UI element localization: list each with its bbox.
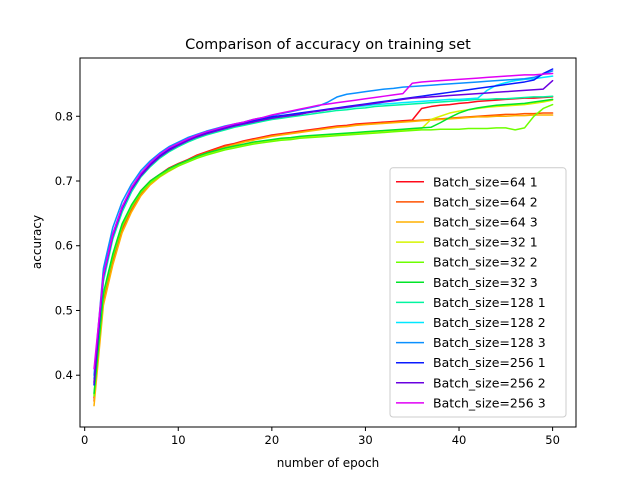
x-tick-label: 20 [265,433,280,447]
legend-label: Batch_size=256 1 [433,355,546,370]
x-tick-label: 0 [81,433,88,447]
legend-label: Batch_size=64 1 [433,174,538,189]
series-lines [93,68,554,407]
y-axis-label: accuracy [30,215,44,269]
legend-label: Batch_size=128 3 [433,335,546,350]
legend-label: Batch_size=32 1 [433,235,538,250]
series-line-5 [93,103,554,397]
chart-title: Comparison of accuracy on training set [185,37,471,53]
y-tick-label: 0.5 [55,303,73,317]
legend-label: Batch_size=128 2 [433,315,546,330]
x-tick-label: 50 [545,433,560,447]
legend-label: Batch_size=32 2 [433,255,538,270]
x-axis-label: number of epoch [277,456,380,470]
series-line-7 [93,95,554,383]
series-line-6 [93,98,554,395]
legend-label: Batch_size=64 3 [433,215,538,230]
legend-box [389,167,567,418]
y-tick-label: 0.6 [55,239,73,253]
legend-label: Batch_size=256 2 [433,375,546,390]
series-line-11 [93,79,554,384]
plot-frame [79,57,577,428]
legend-label: Batch_size=256 3 [433,395,546,410]
x-tick-label: 40 [452,433,467,447]
legend-label: Batch_size=32 3 [433,275,538,290]
x-tick-label: 10 [171,433,186,447]
axes: 0 10 20 30 40 50 0.4 0.5 0.6 0.7 0.8 [55,109,560,447]
legend: Batch_size=64 1 Batch_size=64 2 Batch_size… [389,167,567,418]
y-tick-label: 0.7 [55,174,73,188]
legend-label: Batch_size=128 1 [433,295,546,310]
legend-label: Batch_size=64 2 [433,194,538,209]
y-tick-label: 0.4 [55,368,73,382]
x-tick-label: 30 [358,433,373,447]
series-line-12 [93,72,554,370]
y-tick-label: 0.8 [55,109,73,123]
